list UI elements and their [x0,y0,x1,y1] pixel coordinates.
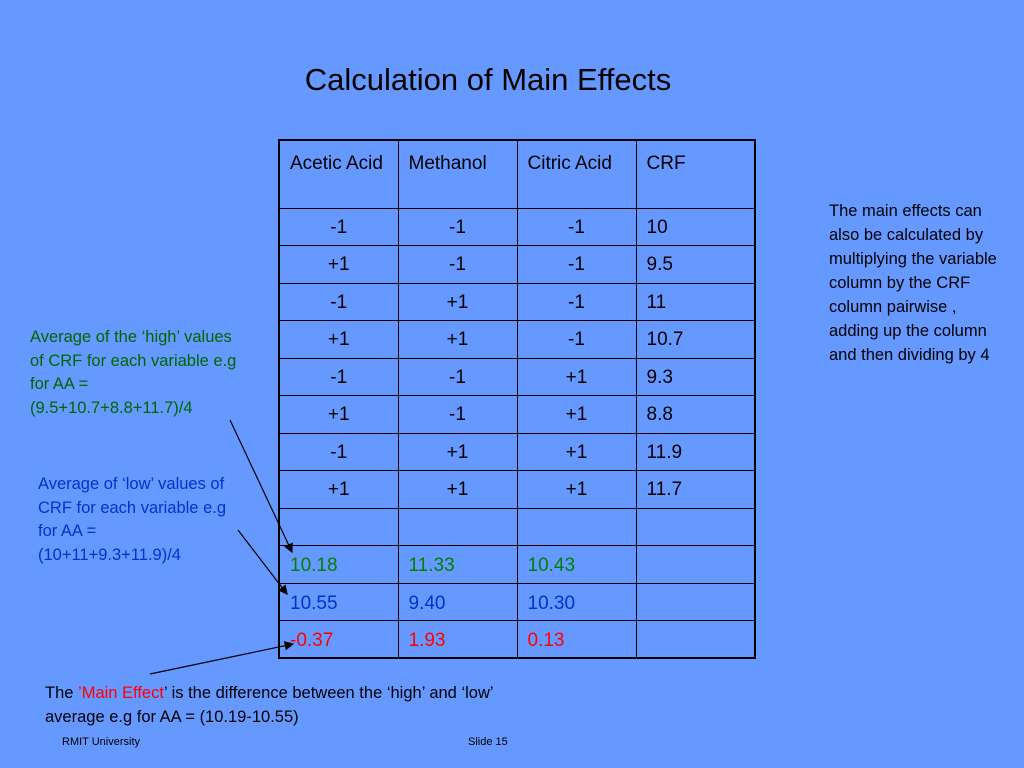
table-row: -1 -1 -1 10 [278,207,756,246]
table-row: +1 +1 -1 10.7 [278,320,756,359]
table-cell [516,507,637,546]
slide-title: Calculation of Main Effects [304,62,672,97]
table-cell [635,582,756,621]
table-cell: 1.93 [397,620,518,659]
table-cell: +1 [278,245,399,284]
table-row: -1 +1 +1 11.9 [278,432,756,471]
table-row: +1 +1 +1 11.7 [278,470,756,509]
note-main-effect-highlight: ’Main Effect [78,684,164,702]
footer-institution: RMIT University [62,736,141,748]
table-cell: -1 [397,357,518,396]
high-average-row: 10.18 11.33 10.43 [278,545,756,584]
table-cell: -1 [516,282,637,321]
table-cell: 11 [635,282,756,321]
table-cell: -1 [278,357,399,396]
table-cell: -0.37 [278,620,399,659]
note-main-effect-prefix: The [45,684,79,702]
table-cell: +1 [516,432,637,471]
note-multiplication-method: The main effects can also be calculated … [829,202,997,364]
table-cell: 0.13 [516,620,637,659]
table-cell: 9.3 [635,357,756,396]
table-cell: -1 [278,282,399,321]
table-cell: -1 [516,245,637,284]
table-cell: -1 [397,207,518,246]
table-cell: +1 [397,432,518,471]
table-cell: -1 [397,245,518,284]
table-cell: -1 [278,207,399,246]
table-header-row: Acetic Acid Methanol Citric Acid CRF [278,139,756,209]
note-main-effect: The ’Main Effect’ is the difference betw… [45,681,525,729]
table-cell: 10 [635,207,756,246]
table-cell: 9.5 [635,245,756,284]
table-cell: +1 [278,395,399,434]
table-row: +1 -1 +1 8.8 [278,395,756,434]
table-cell: Acetic Acid [278,139,399,209]
table-cell: Methanol [397,139,518,209]
table-cell [635,620,756,659]
table-cell: 8.8 [635,395,756,434]
table-cell [278,507,399,546]
table-cell: 11.9 [635,432,756,471]
table-cell: -1 [516,320,637,359]
note-main-effect-suffix: ’ is the difference between the ‘high’ a… [45,684,493,726]
main-effect-row: -0.37 1.93 0.13 [278,620,756,659]
table-row: -1 +1 -1 11 [278,282,756,321]
footer-slide-number: Slide 15 [468,736,508,748]
table-cell [635,507,756,546]
table-cell: -1 [516,207,637,246]
table-cell [635,545,756,584]
table-cell: CRF [635,139,756,209]
table-cell: +1 [278,470,399,509]
table-cell [397,507,518,546]
table-cell: +1 [397,320,518,359]
table-row: -1 -1 +1 9.3 [278,357,756,396]
table-cell: 9.40 [397,582,518,621]
table-cell: +1 [397,470,518,509]
table-cell: +1 [516,357,637,396]
table-cell: +1 [516,395,637,434]
table-cell: Citric Acid [516,139,637,209]
note-high-average: Average of the ‘high’ values of CRF for … [30,328,237,417]
table-cell: 11.7 [635,470,756,509]
table-cell: -1 [397,395,518,434]
table-cell: 11.33 [397,545,518,584]
effects-table: Acetic Acid Methanol Citric Acid CRF -1 -1 -1 1… [278,139,756,659]
table-cell: 10.55 [278,582,399,621]
table-cell: 10.7 [635,320,756,359]
table-cell: -1 [278,432,399,471]
table-cell: 10.43 [516,545,637,584]
note-low-average: Average of ‘low’ values of CRF for each … [38,475,227,564]
table-cell: +1 [397,282,518,321]
arrow-effect-to-row [149,641,295,675]
low-average-row: 10.55 9.40 10.30 [278,582,756,621]
table-cell: 10.30 [516,582,637,621]
table-cell: 10.18 [278,545,399,584]
table-row [278,507,756,546]
table-cell: +1 [516,470,637,509]
table-cell: +1 [278,320,399,359]
table-row: +1 -1 -1 9.5 [278,245,756,284]
